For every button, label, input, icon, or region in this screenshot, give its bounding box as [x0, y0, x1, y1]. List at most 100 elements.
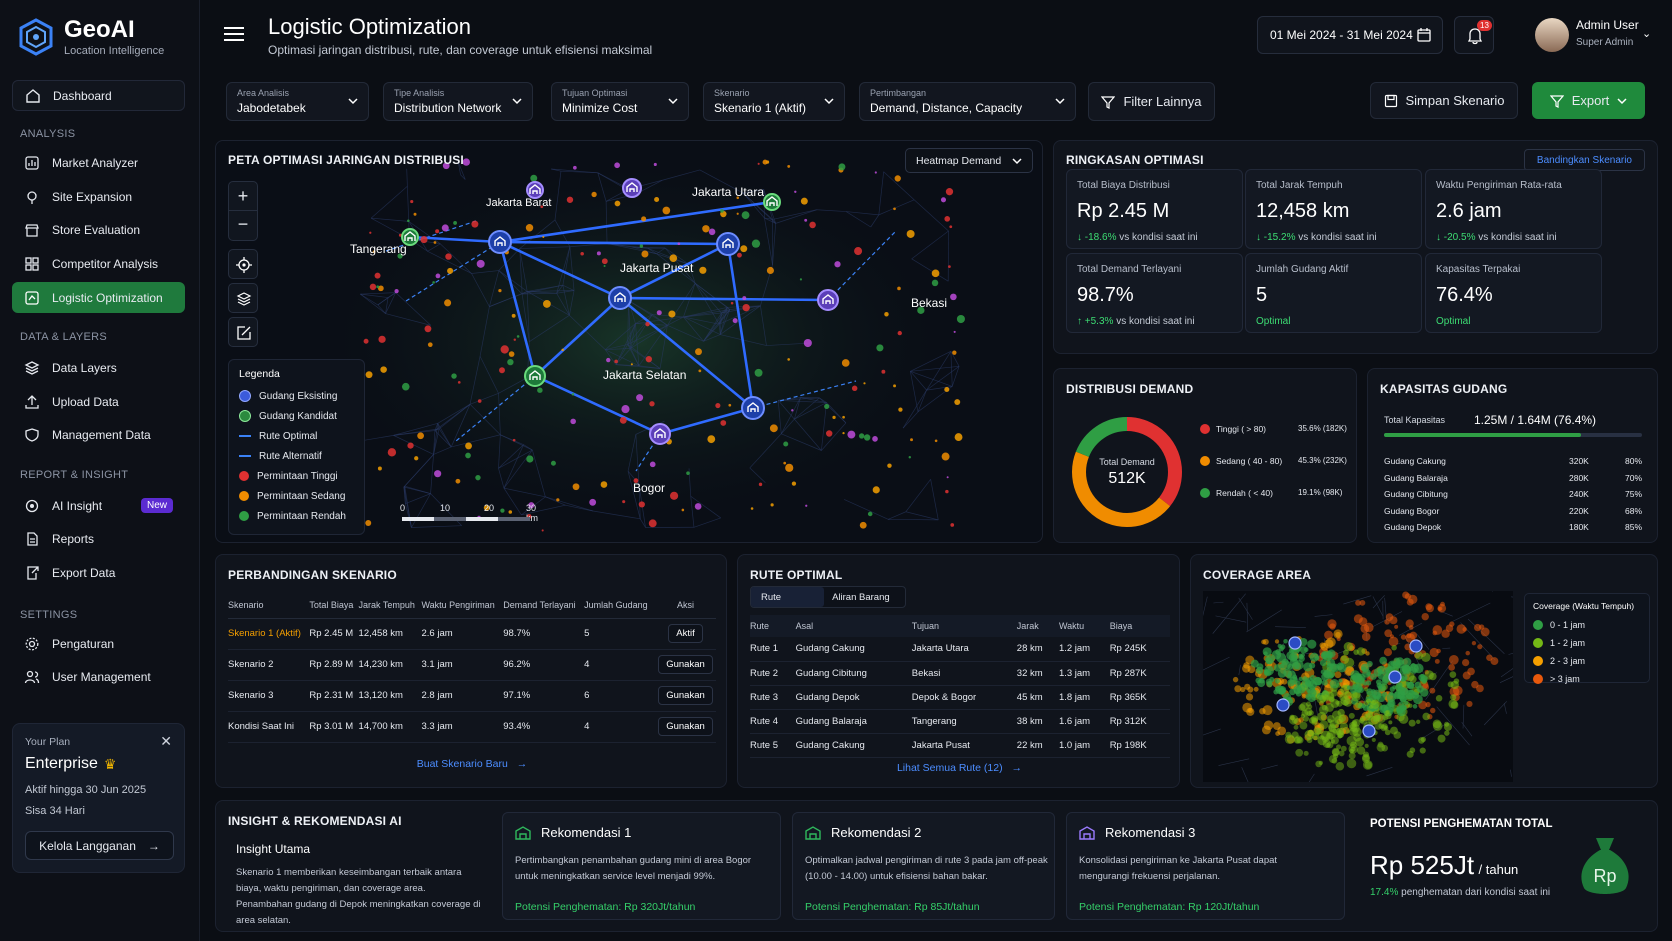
- table-row[interactable]: Rute 3 Gudang Depok Depok & Bogor 45 km 1.8 …: [750, 685, 1170, 710]
- crown-icon: ♛: [103, 755, 117, 772]
- sidebar-item-export-data[interactable]: Export Data: [12, 557, 185, 588]
- warehouse-icon[interactable]: [622, 178, 642, 198]
- coverage-cell: [1405, 619, 1414, 628]
- manage-subscription-button[interactable]: Kelola Langganan →: [25, 831, 174, 860]
- filter-skenario[interactable]: Skenario Skenario 1 (Aktif): [703, 82, 845, 121]
- table-row[interactable]: Rute 4 Gudang Balaraja Tangerang 38 km 1.6 j…: [750, 709, 1170, 734]
- recommendation-card-1[interactable]: Rekomendasi 1 Pertimbangkan penambahan g…: [502, 812, 781, 920]
- sidebar-item-management-data[interactable]: Management Data: [12, 419, 185, 450]
- coverage-cell: [1240, 686, 1246, 693]
- warehouse-icon[interactable]: [488, 230, 512, 254]
- all-routes-link[interactable]: Lihat Semua Rute (12) →: [738, 762, 1181, 774]
- filter-tujuan-optimasi[interactable]: Tujuan Optimasi Minimize Cost: [551, 82, 689, 121]
- demand-point: [407, 442, 414, 449]
- sidebar-item-logistic-optimization[interactable]: Logistic Optimization: [12, 282, 185, 313]
- save-scenario-button[interactable]: Simpan Skenario: [1370, 82, 1518, 119]
- tab-aliran-barang[interactable]: Aliran Barang: [832, 591, 890, 603]
- table-row[interactable]: Rute 5 Gudang Cakung Jakarta Pusat 22 km 1.0…: [750, 733, 1170, 758]
- more-filters-button[interactable]: Filter Lainnya: [1088, 82, 1215, 121]
- table-row[interactable]: Skenario 1 (Aktif) Rp 2.45 M 12,458 km 2.6 …: [228, 618, 716, 650]
- sidebar-item-pengaturan[interactable]: Pengaturan: [12, 628, 185, 659]
- sidebar-item-user-management[interactable]: User Management: [12, 661, 185, 692]
- filter-area-analisis[interactable]: Area Analisis Jabodetabek: [226, 82, 369, 121]
- sidebar-item-data-layers[interactable]: Data Layers: [12, 352, 185, 383]
- demand-point: [897, 286, 901, 291]
- table-cell: 32 km: [1016, 661, 1059, 686]
- demand-point: [694, 503, 702, 510]
- demand-legend-label: Rendah ( < 40): [1216, 488, 1273, 498]
- app-logo[interactable]: GeoAI Location Intelligence: [18, 16, 164, 57]
- demand-point: [769, 424, 778, 433]
- recommendation-card-3[interactable]: Rekomendasi 3 Konsolidasi pengiriman ke …: [1066, 812, 1345, 920]
- warehouse-pin-icon[interactable]: [1276, 698, 1290, 712]
- table-row[interactable]: Kondisi Saat Ini Rp 3.01 M 14,700 km 3.3 ja…: [228, 711, 716, 743]
- table-row[interactable]: Rute 1 Gudang Cakung Jakarta Utara 28 km 1.2…: [750, 637, 1170, 662]
- layers-button[interactable]: [228, 283, 258, 313]
- use-scenario-button[interactable]: Gunakan: [658, 686, 713, 705]
- zoom-in-button[interactable]: +: [229, 182, 257, 211]
- kpi-value: 12,458 km: [1256, 200, 1350, 222]
- sidebar-item-reports[interactable]: Reports: [12, 523, 185, 554]
- coverage-map[interactable]: [1203, 591, 1513, 782]
- filter-pertimbangan[interactable]: Pertimbangan Demand, Distance, Capacity: [859, 82, 1076, 121]
- warehouse-icon[interactable]: [649, 423, 671, 445]
- export-button[interactable]: Export: [1532, 82, 1645, 119]
- demand-point: [377, 285, 384, 292]
- sidebar-item-site-expansion[interactable]: Site Expansion: [12, 181, 185, 212]
- warehouse-icon[interactable]: [401, 228, 419, 246]
- coverage-cell: [1232, 676, 1239, 683]
- coverage-cell: [1325, 650, 1334, 659]
- warehouse-pin-icon[interactable]: [1288, 636, 1302, 650]
- filter-tipe-analisis[interactable]: Tipe Analisis Distribution Network: [383, 82, 533, 121]
- demand-distribution-panel: DISTRIBUSI DEMAND Total Demand 512K Ting…: [1053, 368, 1357, 543]
- edit-button[interactable]: [228, 317, 258, 347]
- avatar[interactable]: [1535, 18, 1569, 52]
- road-segment: [683, 283, 696, 318]
- sidebar-item-ai-insight[interactable]: AI Insight New: [12, 490, 185, 521]
- sidebar-item-market-analyzer[interactable]: Market Analyzer: [12, 147, 185, 178]
- close-icon[interactable]: ✕: [160, 733, 172, 749]
- sidebar-item-store-evaluation[interactable]: Store Evaluation: [12, 214, 185, 245]
- sidebar-item-competitor-analysis[interactable]: Competitor Analysis: [12, 248, 185, 279]
- table-row[interactable]: Rute 2 Gudang Cibitung Bekasi 32 km 1.3 jam R…: [750, 661, 1170, 686]
- warehouse-icon[interactable]: [763, 193, 781, 211]
- scale-label: 30 km: [526, 503, 538, 523]
- demand-point: [908, 456, 912, 459]
- warehouse-icon[interactable]: [817, 289, 839, 311]
- warehouse-pin-icon[interactable]: [1388, 670, 1402, 684]
- demand-point: [787, 164, 791, 168]
- network-map[interactable]: [216, 141, 1043, 543]
- use-scenario-button[interactable]: Gunakan: [658, 717, 713, 736]
- date-range-picker[interactable]: 01 Mei 2024 - 31 Mei 2024: [1257, 16, 1443, 54]
- table-row[interactable]: Skenario 3 Rp 2.31 M 13,120 km 2.8 jam 97.1%…: [228, 680, 716, 712]
- crosshair-icon: [236, 257, 252, 273]
- warehouse-icon[interactable]: [526, 181, 544, 199]
- warehouse-pin-icon[interactable]: [1362, 724, 1376, 738]
- coverage-cell: [1404, 643, 1412, 651]
- sidebar-item-dashboard[interactable]: Dashboard: [12, 80, 185, 111]
- active-scenario-button[interactable]: Aktif: [668, 624, 703, 643]
- warehouse-icon[interactable]: [524, 365, 546, 387]
- warehouse-icon[interactable]: [716, 232, 740, 256]
- tab-rute[interactable]: Rute: [751, 587, 825, 607]
- table-cell: Skenario 3: [228, 680, 310, 712]
- coverage-cell: [1389, 616, 1398, 625]
- menu-icon[interactable]: [224, 26, 244, 47]
- demand-point: [603, 265, 606, 268]
- sidebar-item-upload-data[interactable]: Upload Data: [12, 386, 185, 417]
- compare-scenario-button[interactable]: Bandingkan Skenario: [1523, 149, 1645, 171]
- coverage-cell: [1408, 703, 1413, 708]
- use-scenario-button[interactable]: Gunakan: [658, 655, 713, 674]
- warehouse-icon[interactable]: [741, 396, 765, 420]
- map-layer-select[interactable]: Heatmap Demand: [905, 148, 1033, 173]
- locate-button[interactable]: [228, 249, 258, 279]
- zoom-out-button[interactable]: −: [237, 214, 249, 234]
- chevron-down-icon[interactable]: ⌄: [1642, 28, 1652, 40]
- recommendation-card-2[interactable]: Rekomendasi 2 Optimalkan jadwal pengirim…: [792, 812, 1055, 920]
- warehouse-icon[interactable]: [608, 286, 632, 310]
- warehouse-pin-icon[interactable]: [1409, 639, 1423, 653]
- new-scenario-link[interactable]: Buat Skenario Baru →: [216, 758, 728, 770]
- save-icon: [1384, 94, 1397, 107]
- notification-button[interactable]: 13: [1454, 16, 1494, 54]
- table-row[interactable]: Skenario 2 Rp 2.89 M 14,230 km 3.1 jam 96.2%…: [228, 649, 716, 681]
